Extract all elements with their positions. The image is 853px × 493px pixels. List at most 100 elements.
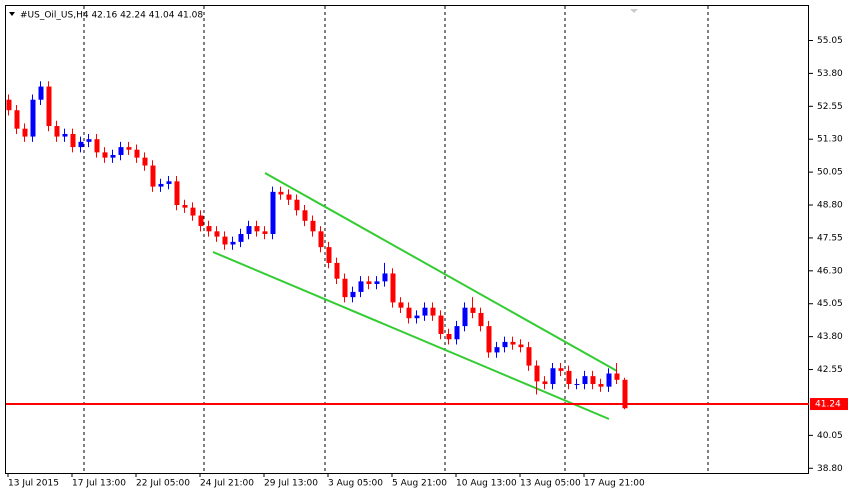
candle-body [30, 99, 36, 137]
candle-body [590, 376, 596, 385]
candle-body [390, 273, 396, 303]
chart-title: #US_Oil_US,H4 42.16 42.24 41.04 41.08 [20, 11, 203, 21]
y-tick-label: 53.80 [817, 69, 843, 79]
candle-body [502, 341, 508, 348]
candle-body [22, 128, 28, 137]
y-tick-label: 55.05 [817, 36, 843, 46]
candle-body [622, 379, 628, 409]
candle-body [214, 231, 220, 237]
price-label-box [810, 398, 848, 411]
candle-body [542, 381, 548, 385]
candle-body [414, 315, 420, 319]
x-tick-label: 13 Aug 05:00 [520, 479, 581, 489]
y-tick-label: 45.05 [817, 299, 843, 309]
plot-frame [5, 5, 809, 474]
candle-body [334, 262, 340, 279]
candle-body [198, 215, 204, 227]
candle-body [326, 247, 332, 263]
candle-body [134, 149, 140, 158]
candle-body [94, 139, 100, 153]
candle-body [230, 241, 236, 245]
scroll-marker [630, 9, 638, 13]
x-tick-label: 13 Jul 2015 [8, 479, 59, 489]
candle-body [118, 147, 124, 155]
candle-body [246, 226, 252, 234]
candle-body [470, 307, 476, 313]
y-tick-label: 47.55 [817, 233, 843, 243]
candle-body [430, 307, 436, 316]
candle-body [510, 341, 516, 345]
candle-body [310, 220, 316, 232]
y-tick-label: 50.05 [817, 168, 843, 178]
candle-body [486, 326, 492, 353]
price-label: 41.24 [815, 400, 841, 410]
candle-body [518, 344, 524, 348]
candle-body [270, 191, 276, 234]
candle-body [494, 347, 500, 353]
candle-body [54, 126, 60, 137]
candle-body [422, 307, 428, 316]
x-tick-label: 29 Jul 13:00 [264, 479, 318, 489]
candle-body [222, 236, 228, 245]
candle-body [574, 384, 580, 386]
candle-body [286, 194, 292, 200]
candle-body [78, 141, 84, 148]
x-tick-label: 17 Jul 13:00 [72, 479, 126, 489]
candle-body [534, 365, 540, 382]
candle-body [366, 281, 372, 284]
candle-body [526, 347, 532, 366]
candle-body [190, 207, 196, 216]
candle-body [566, 370, 572, 385]
trend-line [212, 251, 610, 420]
menu-arrow[interactable] [9, 12, 15, 16]
candle-body [110, 154, 116, 158]
candle-body [278, 191, 284, 195]
candle-body [6, 99, 12, 111]
candle-body [38, 86, 44, 100]
candle-body [126, 147, 132, 150]
candle-body [606, 373, 612, 387]
trend-line [264, 172, 618, 372]
candle-body [238, 233, 244, 242]
y-tick-label: 43.80 [817, 332, 843, 342]
candle-body [142, 157, 148, 166]
candle-body [446, 334, 452, 340]
y-tick-label: 46.30 [817, 266, 843, 276]
candle-body [350, 291, 356, 298]
candle-body [454, 326, 460, 340]
y-tick-label: 38.80 [817, 464, 843, 474]
candle-body [254, 226, 260, 232]
candle-body [166, 181, 172, 184]
candle-body [462, 307, 468, 327]
candle-body [598, 384, 604, 387]
candle-body [342, 278, 348, 298]
candle-body [438, 315, 444, 335]
candle-body [614, 373, 620, 380]
candle-body [206, 226, 212, 232]
candle-body [406, 307, 412, 319]
y-tick-label: 51.30 [817, 135, 843, 145]
candle-body [262, 231, 268, 234]
x-tick-label: 3 Aug 05:00 [328, 479, 383, 489]
y-tick-label: 48.80 [817, 201, 843, 211]
candle-body [158, 183, 164, 187]
candle-body [398, 302, 404, 308]
candle-body [550, 368, 556, 385]
candle-body [150, 165, 156, 187]
candle-body [294, 199, 300, 211]
x-tick-label: 5 Aug 21:00 [392, 479, 447, 489]
candle-body [318, 231, 324, 248]
candle-body [374, 281, 380, 284]
candle-body [14, 110, 20, 129]
candle-body [86, 139, 92, 142]
candle-body [582, 376, 588, 385]
candle-body [102, 152, 108, 158]
candle-body [382, 273, 388, 282]
candle-body [46, 86, 52, 127]
candle-body [62, 133, 68, 137]
x-tick-label: 17 Aug 21:00 [584, 479, 645, 489]
candle-body [478, 312, 484, 327]
candle-body [182, 205, 188, 208]
